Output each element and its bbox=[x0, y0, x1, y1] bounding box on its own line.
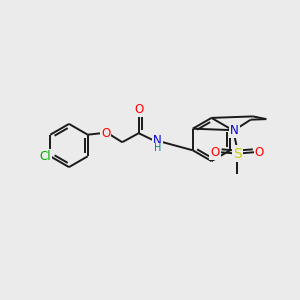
Text: Cl: Cl bbox=[39, 150, 51, 163]
Text: O: O bbox=[255, 146, 264, 159]
Text: O: O bbox=[134, 103, 143, 116]
Text: O: O bbox=[210, 146, 220, 159]
Text: N: N bbox=[153, 134, 162, 147]
Text: H: H bbox=[154, 143, 161, 153]
Text: S: S bbox=[233, 147, 242, 160]
Text: O: O bbox=[101, 127, 110, 140]
Text: N: N bbox=[230, 124, 239, 137]
